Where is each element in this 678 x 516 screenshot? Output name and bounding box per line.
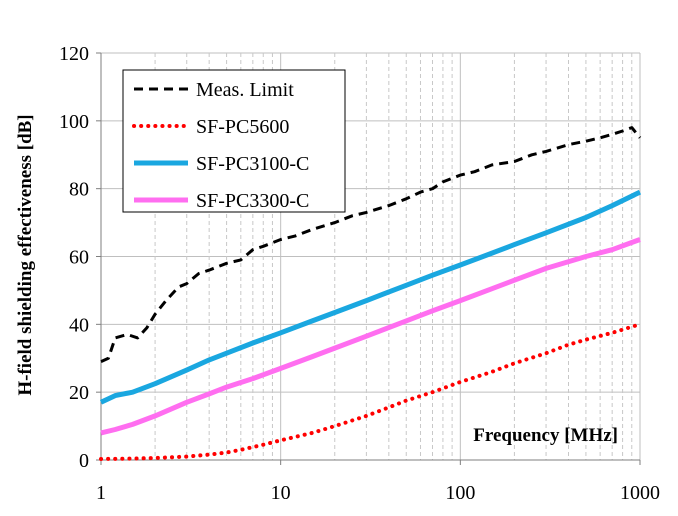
series-lines (99, 126, 642, 461)
x-tick-label: 1000 (620, 482, 660, 504)
x-tick-label: 100 (445, 482, 475, 504)
y-tick-label: 80 (69, 179, 89, 201)
legend-label-4: SF-PC3300-C (196, 190, 309, 212)
legend-box (122, 69, 346, 213)
legend-label-2: SF-PC5600 (196, 116, 289, 138)
x-tick-label: 10 (271, 482, 291, 504)
legend: Meas. Limit SF-PC5600 SF-PC3100-C SF-PC3300… (122, 69, 346, 213)
y-tick-label: 120 (59, 43, 89, 65)
series-line-2 (99, 322, 642, 461)
grid (101, 52, 641, 460)
y-tick-label: 20 (69, 382, 89, 404)
series-line-1 (100, 126, 642, 363)
y-tick-label: 60 (69, 247, 89, 269)
x-tick-label: 1 (96, 482, 106, 504)
legend-label-3: SF-PC3100-C (196, 153, 309, 175)
y-tick-label: 0 (79, 450, 89, 472)
axes (96, 52, 641, 465)
legend-label-1: Meas. Limit (196, 79, 294, 101)
y-tick-label: 40 (69, 314, 89, 336)
series-line-4 (100, 237, 641, 436)
y-axis-label: H-field shielding effectiveness [dB] (15, 114, 36, 395)
legend-items: Meas. Limit SF-PC5600 SF-PC3100-C SF-PC3300… (132, 79, 309, 212)
y-tick-label: 100 (59, 111, 89, 133)
series-line-3 (99, 189, 642, 405)
x-axis-label: Frequency [MHz] (473, 425, 618, 446)
